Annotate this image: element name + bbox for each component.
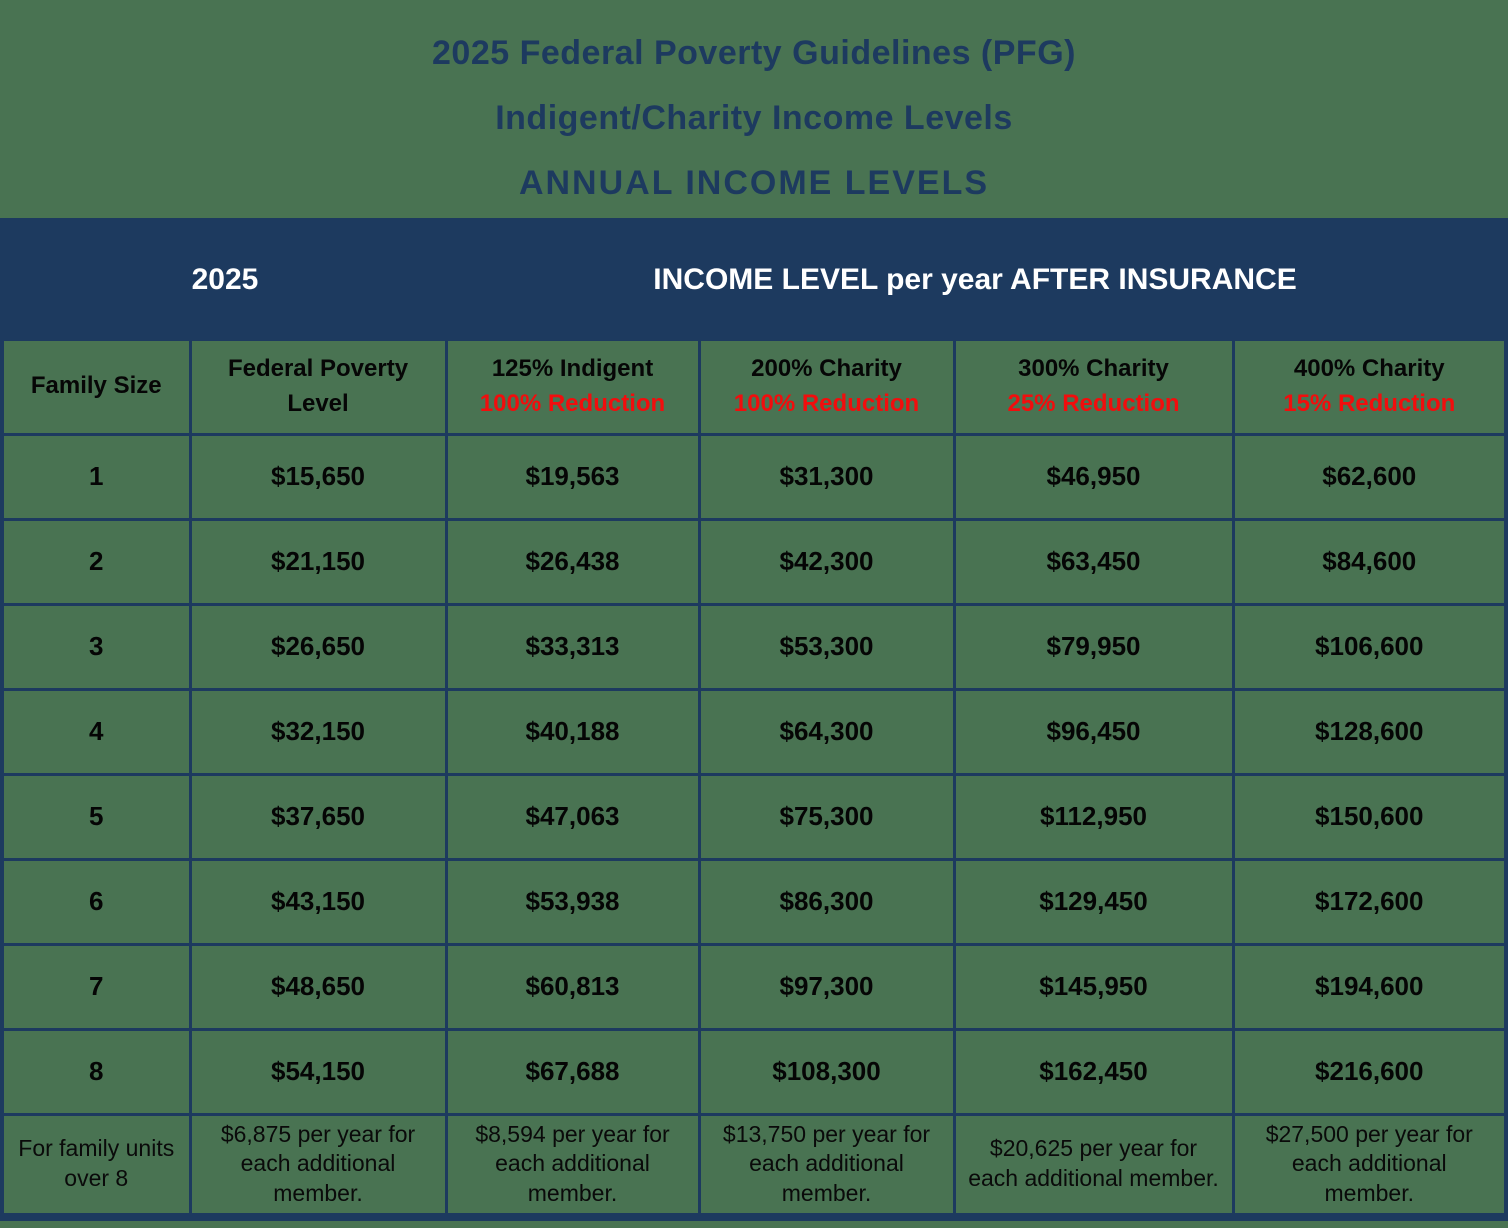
- fpl-cell: $26,650: [271, 631, 365, 661]
- family-size-cell: 1: [89, 461, 104, 491]
- indigent-125-cell: $19,563: [525, 461, 620, 491]
- footer-additional-member-300: $20,625 per year for each additional mem…: [968, 1135, 1219, 1192]
- indigent-125-cell: $60,813: [525, 971, 620, 1001]
- family-size-cell: 7: [89, 971, 104, 1001]
- indigent-125-cell: $47,063: [525, 801, 620, 831]
- family-size-cell: 6: [89, 886, 104, 916]
- fpl-cell: $15,650: [271, 461, 365, 491]
- fpl-cell: $37,650: [271, 801, 365, 831]
- table-row: 3 $26,650 $33,313 $53,300 $79,950 $106,6…: [0, 602, 1508, 691]
- charity-400-cell: $216,600: [1315, 1056, 1424, 1086]
- column-header-title: 200% Charity: [751, 354, 902, 382]
- footer-additional-member-400: $27,500 per year for each additional mem…: [1265, 1120, 1473, 1207]
- fpl-cell: $48,650: [271, 971, 365, 1001]
- charity-200-cell: $86,300: [779, 886, 874, 916]
- charity-400-cell: $194,600: [1315, 971, 1424, 1001]
- footer-additional-member-125: $8,594 per year for each additional memb…: [475, 1120, 670, 1207]
- column-header-title: 400% Charity: [1293, 354, 1445, 382]
- charity-300-cell: $79,950: [1046, 631, 1141, 661]
- charity-200-cell: $53,300: [779, 631, 874, 661]
- charity-300-cell: $96,450: [1046, 716, 1141, 746]
- charity-300-cell: $129,450: [1039, 886, 1148, 916]
- column-header-200-charity: 200% Charity 100% Reduction: [697, 337, 956, 436]
- footer-family-units-label: For family units over 8: [18, 1135, 175, 1192]
- band-year-cell: 2025: [2, 220, 446, 339]
- indigent-125-cell: $67,688: [525, 1056, 620, 1086]
- family-size-cell: 8: [89, 1056, 104, 1086]
- table-footer-row: For family units over 8 $6,875 per year …: [0, 1112, 1508, 1219]
- table-row: 7 $48,650 $60,813 $97,300 $145,950 $194,…: [0, 942, 1508, 1031]
- table-row: 4 $32,150 $40,188 $64,300 $96,450 $128,6…: [0, 687, 1508, 776]
- poverty-guidelines-table: 2025 INCOME LEVEL per year AFTER INSURAN…: [0, 218, 1508, 1222]
- indigent-125-cell: $33,313: [525, 631, 620, 661]
- charity-300-cell: $162,450: [1039, 1056, 1148, 1086]
- table-row: 6 $43,150 $53,938 $86,300 $129,450 $172,…: [0, 857, 1508, 946]
- footer-additional-member-fpl: $6,875 per year for each additional memb…: [220, 1120, 416, 1207]
- column-header-title: 300% Charity: [1018, 354, 1169, 382]
- column-header-fpl: Federal Poverty Level: [188, 337, 448, 436]
- family-size-cell: 2: [89, 546, 104, 576]
- charity-400-cell: $128,600: [1315, 716, 1424, 746]
- table-band-row: 2025 INCOME LEVEL per year AFTER INSURAN…: [2, 220, 1507, 339]
- charity-200-cell: $31,300: [779, 461, 874, 491]
- table-row: 8 $54,150 $67,688 $108,300 $162,450 $216…: [0, 1027, 1508, 1116]
- family-size-cell: 5: [89, 801, 104, 831]
- page-title-block: 2025 Federal Poverty Guidelines (PFG) In…: [0, 0, 1508, 218]
- column-header-300-charity: 300% Charity 25% Reduction: [952, 337, 1235, 436]
- table-row: 1 $15,650 $19,563 $31,300 $46,950 $62,60…: [0, 432, 1508, 521]
- charity-400-cell: $62,600: [1322, 461, 1417, 491]
- charity-400-cell: $106,600: [1315, 631, 1424, 661]
- column-header-family-size: Family Size: [0, 337, 192, 436]
- charity-300-cell: $63,450: [1046, 546, 1141, 576]
- charity-200-cell: $108,300: [772, 1056, 881, 1086]
- column-header-400-charity: 400% Charity 15% Reduction: [1231, 337, 1508, 436]
- column-header-row: Family Size Federal Poverty Level 125% I…: [0, 337, 1508, 436]
- charity-200-cell: $64,300: [779, 716, 874, 746]
- indigent-125-cell: $53,938: [525, 886, 620, 916]
- charity-400-cell: $84,600: [1322, 546, 1417, 576]
- table-row: 5 $37,650 $47,063 $75,300 $112,950 $150,…: [0, 772, 1508, 861]
- column-header-reduction: 15% Reduction: [1283, 389, 1456, 417]
- charity-200-cell: $97,300: [779, 971, 874, 1001]
- page-subtitle: Indigent/Charity Income Levels: [495, 99, 1013, 137]
- charity-200-cell: $75,300: [779, 801, 874, 831]
- footer-additional-member-200: $13,750 per year for each additional mem…: [722, 1120, 931, 1207]
- page-title: 2025 Federal Poverty Guidelines (PFG): [432, 34, 1076, 72]
- table-row: 2 $21,150 $26,438 $42,300 $63,450 $84,60…: [0, 517, 1508, 606]
- page-subtitle-annual: ANNUAL INCOME LEVELS: [518, 164, 990, 202]
- column-header-title: 125% Indigent: [491, 354, 654, 382]
- charity-400-cell: $150,600: [1315, 801, 1424, 831]
- charity-300-cell: $145,950: [1039, 971, 1148, 1001]
- column-header-title: Federal Poverty Level: [227, 354, 409, 417]
- indigent-125-cell: $26,438: [525, 546, 620, 576]
- column-header-reduction: 100% Reduction: [733, 389, 920, 417]
- column-header-125-indigent: 125% Indigent 100% Reduction: [444, 337, 701, 436]
- family-size-cell: 4: [89, 716, 104, 746]
- fpl-cell: $54,150: [271, 1056, 365, 1086]
- column-header-title: Family Size: [30, 372, 162, 400]
- band-income-cell: INCOME LEVEL per year AFTER INSURANCE: [446, 220, 1507, 339]
- family-size-cell: 3: [89, 631, 104, 661]
- charity-200-cell: $42,300: [779, 546, 874, 576]
- charity-400-cell: $172,600: [1315, 886, 1424, 916]
- charity-300-cell: $46,950: [1046, 461, 1141, 491]
- fpl-cell: $32,150: [271, 716, 365, 746]
- column-header-reduction: 100% Reduction: [479, 389, 666, 417]
- indigent-125-cell: $40,188: [525, 716, 620, 746]
- fpl-cell: $43,150: [271, 886, 365, 916]
- column-header-reduction: 25% Reduction: [1007, 389, 1180, 417]
- fpl-cell: $21,150: [271, 546, 365, 576]
- charity-300-cell: $112,950: [1039, 801, 1147, 831]
